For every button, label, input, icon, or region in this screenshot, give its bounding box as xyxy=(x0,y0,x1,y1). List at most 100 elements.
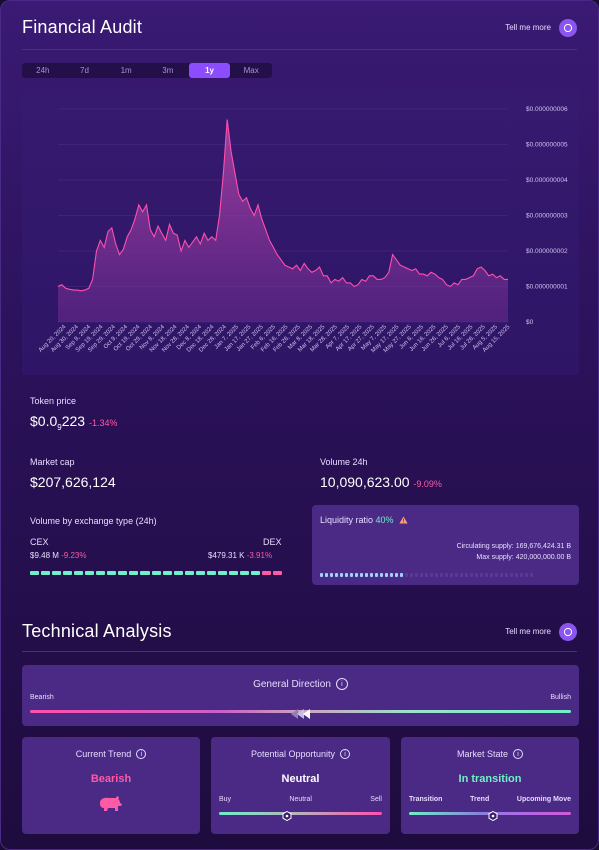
liquidity-segment xyxy=(345,573,348,577)
liquidity-segment xyxy=(365,573,368,577)
technical-divider xyxy=(22,651,577,652)
price-chart: $0.000000006 $0.000000005 $0.000000004 $0.0… xyxy=(22,89,579,375)
y-tick-label: $0.000000002 xyxy=(526,248,568,255)
dex-segment xyxy=(273,571,283,575)
cex-segment xyxy=(85,571,95,575)
liquidity-segment xyxy=(465,573,468,577)
liquidity-segment xyxy=(445,573,448,577)
market-state-card: Market State i In transition Transition … xyxy=(401,737,579,834)
volume-24h-label: Volume 24h xyxy=(320,457,368,467)
liquidity-segment xyxy=(410,573,413,577)
bearish-label: Bearish xyxy=(30,694,54,701)
liquidity-segment xyxy=(440,573,443,577)
financial-audit-title: Financial Audit xyxy=(22,17,143,37)
cex-label: CEX xyxy=(30,537,49,547)
tell-me-more-label: Tell me more xyxy=(505,23,551,32)
liquidity-segment xyxy=(430,573,433,577)
cex-segment xyxy=(129,571,139,575)
liquidity-segment xyxy=(405,573,408,577)
liquidity-segment xyxy=(460,573,463,577)
liquidity-segment xyxy=(320,573,323,577)
current-trend-label: Current Trend xyxy=(75,749,132,759)
cex-segment xyxy=(41,571,51,575)
y-tick-label: $0 xyxy=(526,319,534,326)
cex-segment xyxy=(173,571,183,575)
market-state-label: Market State xyxy=(456,749,509,759)
info-icon[interactable]: i xyxy=(340,749,351,759)
info-icon[interactable]: i xyxy=(335,678,348,690)
cex-segment xyxy=(250,571,260,575)
cex-value: $9.48 M xyxy=(30,551,59,560)
timeframe-selector: 24h 7d 1m 3m 1y Max xyxy=(22,63,272,78)
volume-24h-change: -9.09% xyxy=(413,479,442,489)
tell-me-more-button-2[interactable]: Tell me more xyxy=(505,622,577,641)
cex-row: $9.48 M -9.23% xyxy=(30,551,87,560)
tell-me-more-label-2: Tell me more xyxy=(505,627,551,636)
tab-24h[interactable]: 24h xyxy=(36,66,50,75)
chat-icon xyxy=(559,18,577,37)
tab-1y[interactable]: 1y xyxy=(188,63,231,78)
token-price-change: -1.34% xyxy=(88,418,118,428)
cex-segment xyxy=(63,571,73,575)
current-trend-value: Bearish xyxy=(90,773,132,785)
circulating-value: 169,676,424.31 B xyxy=(515,543,571,550)
market-scale-labels: Transition Trend Upcoming Move xyxy=(409,796,571,803)
liquidity-segment xyxy=(435,573,438,577)
cex-segment xyxy=(184,571,194,575)
trend-label: Trend xyxy=(470,796,490,803)
info-icon[interactable]: i xyxy=(513,749,524,759)
y-tick-label: $0.000000003 xyxy=(526,213,568,220)
potential-opportunity-value: Neutral xyxy=(281,773,320,785)
circulating-row: Circulating supply: 169,676,424.31 B xyxy=(457,543,571,550)
liquidity-segment xyxy=(325,573,328,577)
liquidity-segment xyxy=(385,573,388,577)
general-direction-card: General Direction i Bearish Bullish xyxy=(22,665,579,726)
bear-icon xyxy=(97,795,123,818)
financial-audit-header: Financial Audit Tell me more xyxy=(22,17,577,38)
token-price-prefix: $0.0 xyxy=(30,413,58,429)
tell-me-more-button[interactable]: Tell me more xyxy=(505,18,577,37)
cex-segment xyxy=(217,571,227,575)
tab-7d[interactable]: 7d xyxy=(80,66,89,75)
liquidity-segment xyxy=(470,573,473,577)
general-direction-label: General Direction xyxy=(253,678,331,690)
technical-analysis-title: Technical Analysis xyxy=(22,621,172,641)
liquidity-segment xyxy=(475,573,478,577)
liquidity-card: Liquidity ratio 40% Circulating supply: … xyxy=(312,505,579,585)
y-tick-label: $0.000000004 xyxy=(526,177,568,184)
dex-segment xyxy=(261,571,272,575)
dex-value: $479.31 K xyxy=(208,551,245,560)
liquidity-bar xyxy=(320,573,533,577)
liquidity-segment xyxy=(490,573,493,577)
liquidity-segment xyxy=(450,573,453,577)
market-cap-label: Market cap xyxy=(30,457,75,467)
max-supply-row: Max supply: 420,000,000.00 B xyxy=(476,554,571,561)
potential-opportunity-title: Potential Opportunity i xyxy=(211,749,390,759)
liquidity-segment xyxy=(480,573,483,577)
current-trend-card: Current Trend i Bearish xyxy=(22,737,200,834)
liquidity-segment xyxy=(515,573,518,577)
cex-segment xyxy=(140,571,150,575)
liquidity-segment xyxy=(415,573,418,577)
dex-label: DEX xyxy=(263,537,282,547)
exchange-volume-label: Volume by exchange type (24h) xyxy=(30,516,157,526)
bullish-label: Bullish xyxy=(550,694,571,701)
liquidity-segment xyxy=(390,573,393,577)
cex-segment xyxy=(107,571,117,575)
header-divider xyxy=(22,49,577,50)
tab-3m[interactable]: 3m xyxy=(162,66,174,75)
liquidity-segment xyxy=(330,573,333,577)
tab-max[interactable]: Max xyxy=(243,66,259,75)
liquidity-segment xyxy=(525,573,528,577)
price-line xyxy=(57,119,508,292)
info-icon[interactable]: i xyxy=(136,749,147,759)
cex-segment xyxy=(30,571,40,575)
token-price-label: Token price xyxy=(30,396,77,406)
max-supply-value: 420,000,000.00 B xyxy=(515,554,571,561)
market-marker-icon xyxy=(488,808,498,822)
general-direction-title: General Direction i xyxy=(22,678,579,690)
cex-segment xyxy=(195,571,205,575)
cex-segment xyxy=(96,571,106,575)
tab-1m[interactable]: 1m xyxy=(120,66,132,75)
liquidity-ratio-value: 40% xyxy=(375,515,394,525)
